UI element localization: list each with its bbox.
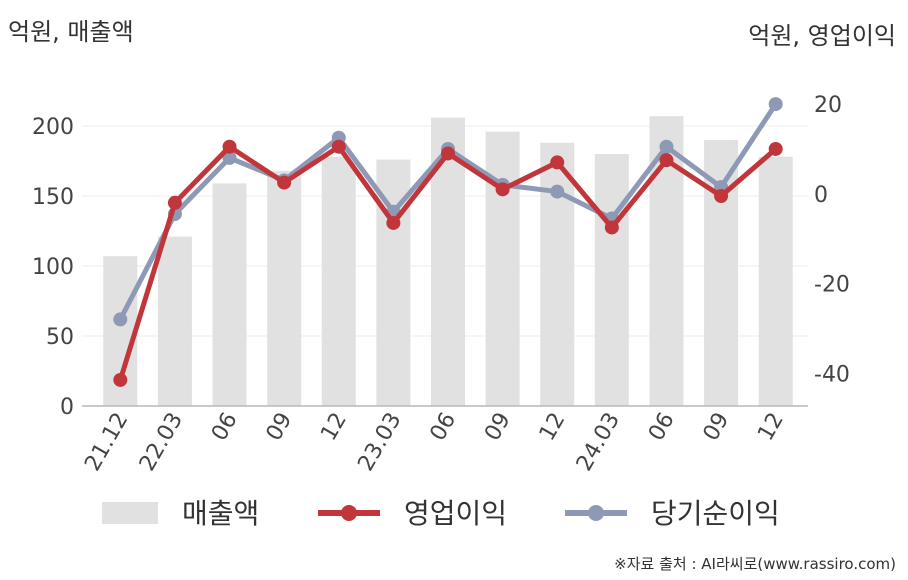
right-axis-ticks: -40 -20 0 20 [814,93,850,387]
legend: 매출액 영업이익 당기순이익 [102,497,780,530]
right-tick-label: -20 [814,273,850,298]
point-operating-profit [386,215,401,230]
bar-revenue [594,154,629,406]
legend-marker-net-income [588,505,604,521]
x-tick-label: 12 [753,409,789,446]
point-net-income [550,184,565,199]
bar-revenue [157,236,192,406]
bar-series-revenue [103,116,793,407]
x-tick-label: 23.03 [353,409,406,476]
x-tick-label: 24.03 [572,409,625,476]
x-tick-label: 09 [480,408,516,445]
point-operating-profit [113,372,128,387]
x-tick-label: 21.12 [80,409,133,476]
point-operating-profit [550,155,565,170]
point-net-income [768,97,783,112]
bar-revenue [485,131,520,406]
left-axis-ticks: 0 50 100 150 200 [32,115,74,420]
right-tick-label: -40 [814,362,850,387]
x-tick-label: 09 [262,409,298,446]
left-axis-unit-label: 억원, 매출액 [8,18,134,46]
legend-swatch-revenue [102,502,158,524]
bar-revenue [321,156,356,406]
left-tick-label: 100 [32,255,74,280]
x-tick-label: 12 [316,409,352,446]
x-tick-label: 12 [535,409,571,446]
right-tick-label: 20 [814,93,842,118]
point-operating-profit [331,139,346,154]
point-operating-profit [277,175,292,190]
point-net-income [659,139,674,154]
point-net-income [222,150,237,165]
point-net-income [113,312,128,327]
legend-marker-operating-profit [341,505,357,521]
left-tick-label: 200 [32,115,74,140]
x-tick-label: 06 [207,409,243,446]
bar-revenue [540,142,575,407]
point-operating-profit [441,146,455,161]
point-operating-profit [768,141,783,156]
point-operating-profit [714,189,729,204]
point-operating-profit [495,182,510,197]
x-axis-ticks: 21.12 22.03 06 09 12 23.03 06 09 12 24.03 06 09 12 [80,408,789,475]
legend-label-operating-profit: 영업이익 [404,497,507,530]
left-tick-label: 0 [60,395,74,420]
point-operating-profit [659,153,674,168]
bar-revenue [267,170,302,406]
bar-revenue [758,156,793,406]
point-operating-profit [222,139,237,154]
right-tick-label: 0 [814,183,828,208]
right-axis-unit-label: 억원, 영업이익 [748,22,896,50]
point-operating-profit [167,195,182,210]
line-series [113,97,783,387]
x-tick-label: 06 [644,409,680,446]
x-tick-label: 22.03 [135,409,188,476]
bar-revenue [212,183,247,406]
point-operating-profit [604,220,619,235]
legend-label-net-income: 당기순이익 [651,497,780,530]
left-tick-label: 50 [46,325,74,350]
legend-label-revenue: 매출액 [182,497,259,530]
left-tick-label: 150 [32,185,74,210]
x-tick-label: 09 [699,409,735,446]
x-tick-label: 06 [426,409,462,446]
source-note: ※자료 출처 : AI라씨로(www.rassiro.com) [614,555,896,573]
